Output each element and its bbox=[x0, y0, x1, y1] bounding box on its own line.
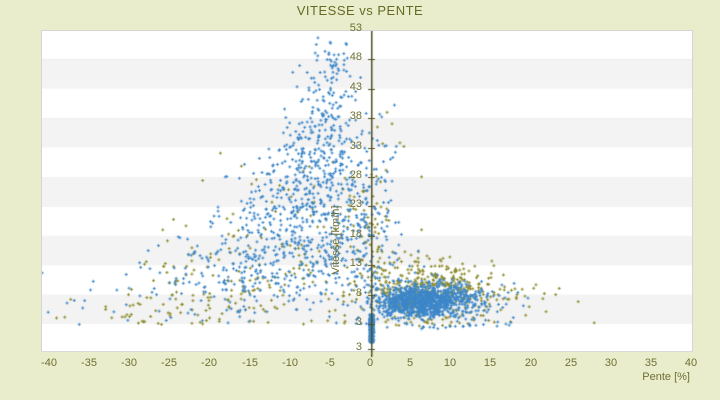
y-tick-label: 3 bbox=[355, 316, 362, 328]
y-tick-label: 28 bbox=[349, 169, 362, 181]
x-tick-label: 40 bbox=[684, 357, 698, 369]
x-tick-label: 10 bbox=[443, 357, 457, 369]
y-tick-label: 23 bbox=[349, 198, 362, 210]
x-tick-label: -10 bbox=[282, 357, 298, 369]
x-tick-label: 20 bbox=[524, 357, 538, 369]
x-tick-label: -5 bbox=[325, 357, 335, 369]
y-tick-label: 43 bbox=[349, 81, 362, 93]
y-axis-min-label: 3 bbox=[355, 341, 362, 353]
x-tick-label: -25 bbox=[161, 357, 177, 369]
x-tick-label: -30 bbox=[121, 357, 137, 369]
x-tick-label: -35 bbox=[81, 357, 97, 369]
x-tick-label: 25 bbox=[564, 357, 578, 369]
scatter-canvas bbox=[42, 31, 692, 358]
y-tick-label: 48 bbox=[349, 51, 362, 63]
y-tick-label: 53 bbox=[349, 22, 362, 34]
x-tick-label: 5 bbox=[406, 357, 414, 369]
chart-title: VITESSE vs PENTE bbox=[296, 3, 424, 18]
x-tick-label: 0 bbox=[366, 357, 374, 369]
x-tick-label: -15 bbox=[242, 357, 258, 369]
plot-area bbox=[41, 30, 693, 358]
x-tick-label: 15 bbox=[483, 357, 497, 369]
x-axis-title: Pente [%] bbox=[642, 371, 690, 383]
y-tick-label: 33 bbox=[349, 140, 362, 152]
x-tick-label: -20 bbox=[201, 357, 217, 369]
x-tick-label: -40 bbox=[41, 357, 57, 369]
x-tick-label: 30 bbox=[604, 357, 618, 369]
y-tick-label: 18 bbox=[349, 228, 362, 240]
y-tick-label: 13 bbox=[349, 257, 362, 269]
y-axis-title: Vitesse [km/h] bbox=[330, 205, 342, 275]
y-tick-label: 38 bbox=[349, 110, 362, 122]
y-tick-label: 8 bbox=[355, 287, 362, 299]
x-tick-label: 35 bbox=[644, 357, 658, 369]
